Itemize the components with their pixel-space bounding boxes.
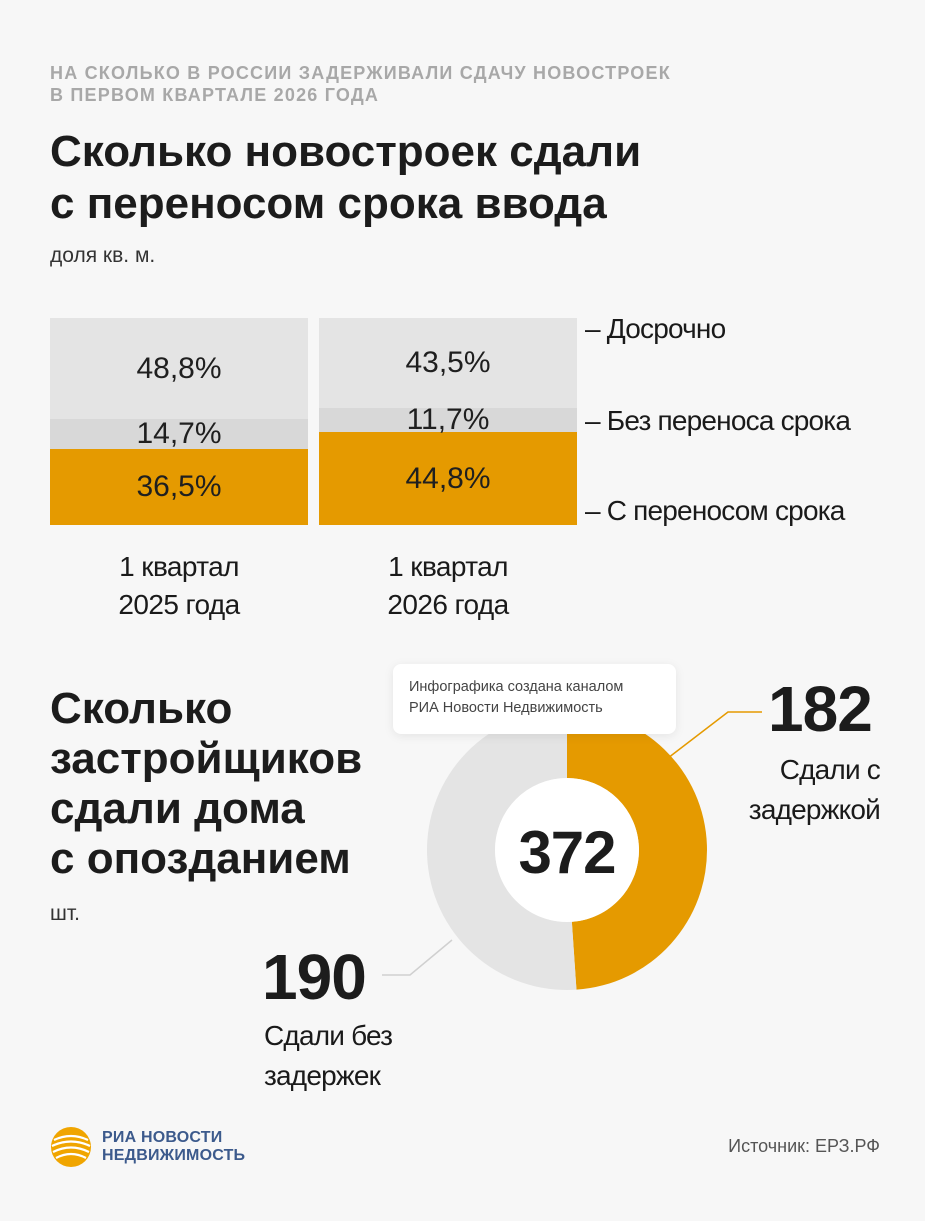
kicker: НА СКОЛЬКО В РОССИИ ЗАДЕРЖИВАЛИ СДАЧУ НО… [50, 62, 870, 106]
category-line: 2026 года [387, 589, 509, 620]
sun-logo-icon [51, 1127, 91, 1167]
bar-segment: 36,5% [50, 449, 308, 525]
leader-line [382, 939, 453, 976]
bar-segment: 43,5% [319, 318, 577, 409]
donut-chart-unit: шт. [50, 902, 80, 925]
slice-label-delayed: Сдали с задержкой [748, 750, 881, 830]
donut-chart-title: Сколько застройщиков сдали дома с опозда… [50, 684, 420, 884]
slice-label-line: Сдали с [779, 754, 881, 785]
slice-label-line: задержкой [748, 794, 881, 825]
title-line: с опозданием [50, 834, 351, 883]
legend-item-no-delay: – Без переноса срока [585, 405, 851, 436]
slice-label-on-time: Сдали без задержек [264, 1016, 393, 1096]
bar-data-label: 36,5% [136, 470, 222, 504]
category-line: 1 квартал [388, 551, 508, 582]
bar-column: 44,8% 11,7% 43,5% [319, 318, 577, 525]
source-credit: Источник: ЕРЗ.РФ [728, 1136, 880, 1156]
donut-total: 372 [518, 818, 616, 886]
bar-column: 36,5% 14,7% 48,8% [50, 318, 308, 525]
title-line: Сколько [50, 684, 233, 733]
category-line: 2025 года [118, 589, 240, 620]
legend-item-delay: – С переносом срока [585, 495, 845, 526]
bar-segment: 11,7% [319, 403, 577, 436]
category-label: 1 квартал 2025 года [50, 548, 308, 624]
bar-segment: 48,8% [50, 318, 308, 420]
title-line: сдали дома [50, 784, 305, 833]
bar-segment: 14,7% [50, 417, 308, 451]
attribution-tooltip: Инфографика создана каналом РИА Новости … [393, 664, 676, 734]
bar-data-label: 48,8% [136, 351, 222, 385]
bar-chart-unit: доля кв. м. [50, 244, 156, 267]
bar-data-label: 43,5% [405, 346, 491, 380]
logo-line: НЕДВИЖИМОСТЬ [102, 1147, 246, 1164]
slice-value-on-time: 190 [262, 941, 367, 1013]
tooltip-line: Инфографика создана каналом [409, 679, 624, 695]
tooltip-line: РИА Новости Недвижимость [409, 700, 603, 716]
kicker-line: НА СКОЛЬКО В РОССИИ ЗАДЕРЖИВАЛИ СДАЧУ НО… [50, 63, 671, 83]
category-label: 1 квартал 2026 года [319, 548, 577, 624]
bar-data-label: 11,7% [406, 403, 490, 437]
slice-label-line: задержек [264, 1060, 381, 1091]
bar-segment: 44,8% [319, 432, 577, 525]
title-line: Сколько новостроек сдали [50, 127, 642, 176]
title-line: с переносом срока ввода [50, 179, 607, 228]
logo-text: РИА НОВОСТИ НЕДВИЖИМОСТЬ [102, 1129, 245, 1165]
title-line: застройщиков [50, 734, 363, 783]
logo-line: РИА НОВОСТИ [102, 1129, 223, 1146]
legend-item-early: – Досрочно [585, 313, 726, 344]
bar-data-label: 14,7% [136, 417, 222, 451]
category-line: 1 квартал [119, 551, 239, 582]
slice-value-delayed: 182 [768, 673, 873, 745]
bar-data-label: 44,8% [405, 461, 491, 495]
kicker-line: В ПЕРВОМ КВАРТАЛЕ 2026 ГОДА [50, 85, 380, 105]
bar-chart-title: Сколько новостроек сдали с переносом сро… [50, 126, 870, 230]
ria-logo: РИА НОВОСТИ НЕДВИЖИМОСТЬ [50, 1126, 245, 1168]
slice-label-line: Сдали без [264, 1020, 393, 1051]
